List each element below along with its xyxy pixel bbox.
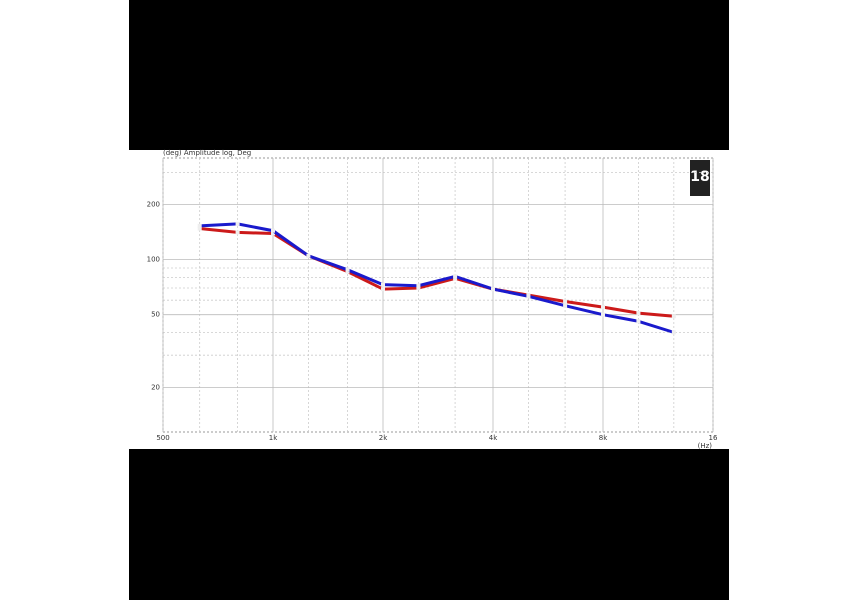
point <box>235 230 240 235</box>
point <box>306 253 311 258</box>
point <box>671 330 676 335</box>
point <box>381 282 385 287</box>
y-tick-label: 50 <box>151 311 160 319</box>
letterbox-bottom <box>129 449 729 600</box>
x-tick-label: 500 <box>156 434 169 442</box>
point <box>601 305 605 310</box>
x-tick-label: 4k <box>489 434 498 442</box>
point <box>526 294 531 299</box>
point <box>491 287 495 292</box>
point <box>453 274 458 279</box>
x-tick-label: 16 <box>709 434 718 442</box>
point <box>197 223 202 228</box>
chart-title: (deg) Amplitude log, Deg <box>163 149 251 157</box>
point <box>601 312 605 317</box>
y-tick-label: 20 <box>151 383 160 391</box>
point <box>235 221 240 226</box>
y-tick-label: 200 <box>147 201 160 209</box>
point <box>345 267 350 272</box>
logo-box <box>690 160 710 196</box>
point <box>563 303 568 308</box>
point <box>197 226 202 231</box>
point <box>416 285 421 290</box>
point <box>671 314 676 319</box>
logo: 18 <box>690 169 709 185</box>
plot-frame <box>162 157 714 433</box>
point <box>271 231 275 236</box>
letterbox-top <box>129 0 729 150</box>
series-line <box>199 222 675 334</box>
x-tick-label: 1k <box>269 434 278 442</box>
point <box>563 299 568 304</box>
point <box>416 283 421 288</box>
y-tick-label: 100 <box>147 256 160 264</box>
x-tick-label: 2k <box>379 434 388 442</box>
series-line <box>199 227 674 318</box>
point <box>271 228 275 233</box>
point <box>381 287 385 292</box>
x-unit: (Hz) <box>698 442 713 450</box>
point <box>636 311 641 316</box>
point <box>636 319 641 324</box>
x-tick-label: 8k <box>599 434 608 442</box>
